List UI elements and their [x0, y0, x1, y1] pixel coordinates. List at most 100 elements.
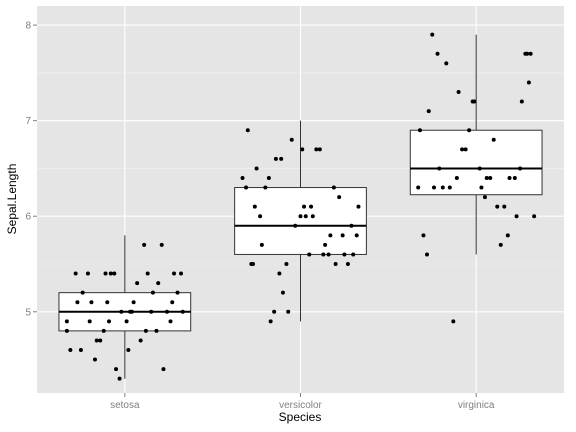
data-point	[491, 137, 496, 142]
data-point	[424, 252, 429, 257]
box-body	[409, 129, 543, 196]
data-point	[532, 214, 537, 219]
data-point	[349, 223, 354, 228]
data-point	[482, 195, 487, 200]
data-point	[421, 233, 426, 238]
y-tick-label: 7	[25, 116, 31, 127]
data-point	[159, 242, 164, 247]
data-point	[342, 252, 347, 257]
box-versicolor	[234, 120, 367, 322]
data-point	[168, 319, 173, 324]
data-point	[351, 252, 356, 257]
data-point	[240, 176, 245, 180]
data-point	[142, 242, 147, 247]
data-point	[149, 309, 154, 314]
data-point	[430, 32, 435, 37]
data-point	[463, 147, 468, 152]
data-point	[80, 290, 85, 295]
data-point	[280, 290, 285, 295]
data-point	[502, 204, 507, 209]
data-point	[268, 319, 273, 324]
data-point	[488, 176, 493, 180]
data-point	[279, 156, 284, 161]
data-point	[432, 185, 437, 190]
data-point	[426, 109, 431, 114]
data-point	[128, 309, 133, 314]
data-point	[337, 195, 342, 200]
data-point	[105, 300, 110, 305]
data-point	[277, 271, 282, 276]
data-point	[164, 309, 169, 314]
data-point	[354, 233, 359, 238]
data-point	[356, 204, 361, 209]
data-point	[112, 271, 117, 276]
x-tick-label: versicolor	[279, 400, 322, 411]
data-point	[528, 51, 533, 56]
data-point	[484, 176, 489, 180]
data-point	[245, 128, 250, 133]
data-point	[179, 271, 184, 276]
data-point	[416, 185, 421, 190]
data-point	[64, 328, 69, 333]
x-axis-title: Species	[279, 410, 322, 424]
data-point	[252, 204, 257, 209]
y-tick-label: 6	[25, 212, 31, 223]
data-point	[103, 271, 108, 276]
data-point	[92, 357, 97, 362]
data-point	[170, 300, 175, 305]
data-point	[518, 166, 523, 171]
data-point	[154, 328, 159, 333]
data-point	[266, 176, 271, 180]
data-point	[98, 338, 103, 343]
data-point	[340, 233, 345, 238]
data-point	[263, 185, 268, 190]
data-point	[138, 338, 143, 343]
data-point	[302, 204, 307, 209]
data-point	[107, 319, 112, 324]
y-tick-label: 8	[25, 21, 31, 32]
data-point	[300, 147, 305, 152]
data-point	[323, 242, 328, 247]
data-point	[477, 166, 482, 171]
data-point	[150, 290, 155, 295]
data-point	[519, 99, 524, 104]
data-point	[479, 185, 484, 190]
y-tick-label: 5	[25, 307, 31, 318]
data-point	[512, 176, 517, 180]
data-point	[172, 271, 177, 276]
data-point	[417, 128, 422, 133]
data-point	[131, 300, 136, 305]
data-point	[507, 176, 512, 180]
data-point	[456, 90, 461, 94]
data-point	[244, 185, 249, 190]
data-point	[126, 348, 131, 352]
data-point	[514, 214, 519, 219]
data-point	[447, 185, 452, 190]
data-point	[440, 185, 445, 190]
data-point	[145, 271, 150, 276]
data-point	[321, 252, 326, 257]
data-point	[249, 262, 254, 266]
data-point	[117, 376, 122, 381]
data-point	[317, 147, 322, 152]
data-point	[254, 166, 259, 171]
data-point	[75, 300, 80, 305]
data-point	[310, 214, 315, 219]
data-point	[68, 348, 73, 352]
data-point	[273, 156, 278, 161]
data-point	[328, 233, 333, 238]
data-point	[293, 223, 298, 228]
data-point	[314, 147, 319, 152]
data-point	[526, 80, 531, 85]
data-point	[161, 367, 166, 372]
data-point	[143, 328, 148, 333]
data-point	[78, 348, 83, 352]
box-body	[234, 187, 367, 255]
data-point	[101, 328, 106, 333]
data-point	[498, 242, 503, 247]
box-virginica	[409, 34, 543, 255]
y-axis-title: Sepal.Length	[5, 164, 19, 235]
data-point	[333, 262, 338, 266]
data-point	[309, 204, 314, 209]
